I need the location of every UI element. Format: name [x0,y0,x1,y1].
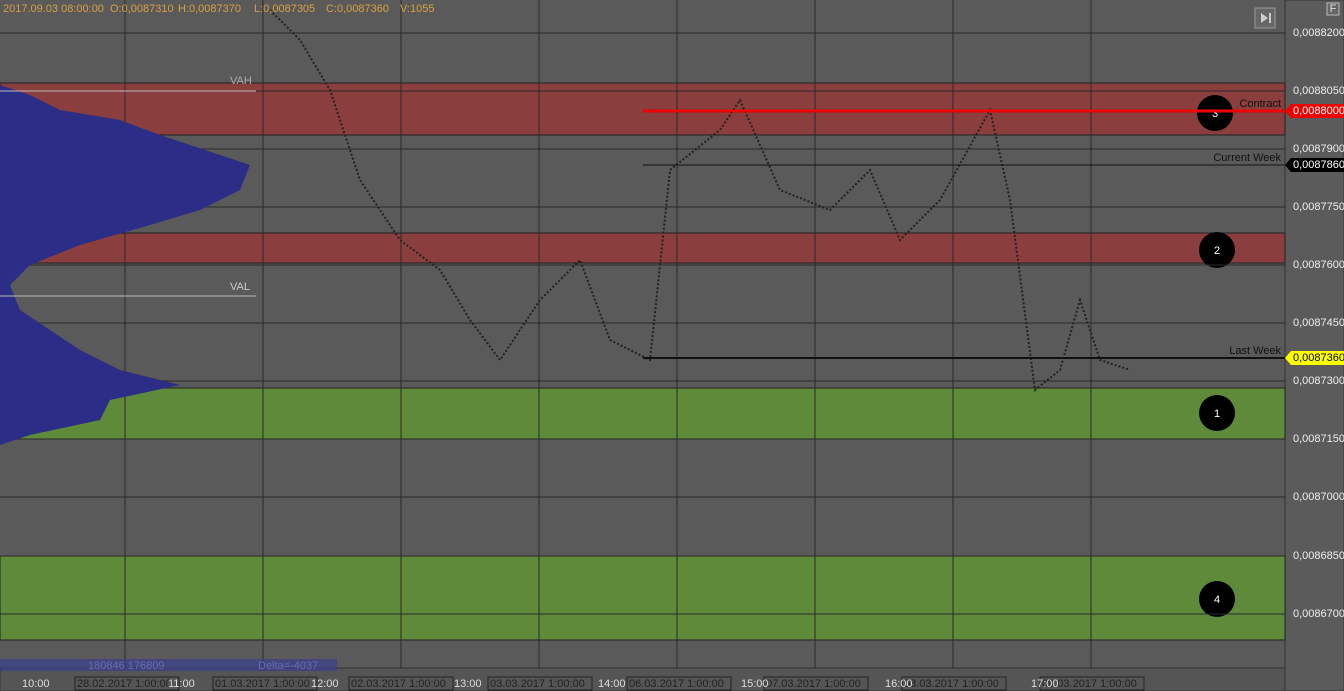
price-label: 0,0087600 [1293,259,1344,271]
time-label: 16:00 [885,678,913,690]
time-axis-panel [0,667,1286,691]
header-open: O:0,0087310 [110,3,174,15]
zone-badge [1197,95,1233,131]
zone-badge [1199,581,1235,617]
zone-badge [1199,232,1235,268]
date-label: 03.03.2017 1:00:00 [490,678,585,690]
date-label: 09.03.2017 1:00:00 [1042,678,1137,690]
price-label: 0,0086850 [1293,550,1344,562]
date-box [1039,676,1145,691]
price-label: 0,0087750 [1293,201,1344,213]
zone-number: 4 [1214,594,1220,606]
marker-price: 0,0088000 [1293,105,1344,117]
time-label: 17:00 [1031,678,1059,690]
header-low: L:0,0087305 [254,3,315,15]
header-high: H:0,0087370 [178,3,241,15]
zone [0,555,1286,641]
price-label: 0,0088200 [1293,27,1344,39]
price-label: 0,0087150 [1293,433,1344,445]
marker-label: Last Week [1229,345,1281,357]
price-label: 0,0087900 [1293,143,1344,155]
time-label: 10:00 [22,678,50,690]
corner-button-label: F [1330,3,1337,15]
zone [0,232,1286,264]
marker-label: Contract [1239,98,1281,110]
header-datetime: 2017.09.03 08:00:00 [3,3,104,15]
zone-number: 2 [1214,245,1220,257]
zone-number: 3 [1212,108,1218,120]
marker-tag [1285,158,1344,172]
time-label: 12:00 [311,678,339,690]
header-close: C:0,0087360 [326,3,389,15]
zone [0,82,1286,136]
date-label: 07.03.2017 1:00:00 [766,678,861,690]
price-label: 0,0087450 [1293,317,1344,329]
footer-volumes: 180846 176809 [88,660,164,672]
marker-price: 0,0087360 [1293,352,1344,364]
zone-number: 1 [1214,408,1220,420]
marker-price: 0,0087860 [1293,159,1344,171]
date-box [74,676,180,691]
date-box [487,676,593,691]
price-axis-panel [1284,0,1344,691]
price-label: 0,0087300 [1293,375,1344,387]
header-volume: V:1055 [400,3,434,15]
date-box [626,676,732,691]
val-label: VAL [230,281,250,293]
footer-delta: Delta=-4037 [258,660,318,672]
date-label: 28.02.2017 1:00:00 [77,678,172,690]
time-label: 11:00 [168,678,195,690]
play-icon [1261,13,1271,23]
date-label: 02.03.2017 1:00:00 [351,678,446,690]
price-label: 0,0086700 [1293,608,1344,620]
date-label: 08.03.2017 1:00:00 [904,678,999,690]
date-box [212,676,318,691]
date-label: 01.03.2017 1:00:00 [215,678,310,690]
marker-tag [1285,351,1344,365]
zone [0,387,1286,440]
date-box [348,676,454,691]
time-label: 15:00 [741,678,769,690]
price-label: 0,0088050 [1293,85,1344,97]
marker-tag [1285,104,1344,118]
price-trace [269,9,1131,392]
price-label: 0,0087000 [1293,491,1344,503]
vah-label: VAH [230,75,252,87]
volume-profile: VAH VAL [0,75,256,445]
profile-shape [0,85,250,445]
corner-button[interactable] [1326,2,1340,16]
time-label: 13:00 [454,678,482,690]
date-label: 06.03.2017 1:00:00 [629,678,724,690]
time-label: 14:00 [598,678,626,690]
date-box [901,676,1007,691]
zone-badge [1199,395,1235,431]
date-box [763,676,869,691]
marker-label: Current Week [1213,152,1281,164]
footer-bar [0,659,337,671]
